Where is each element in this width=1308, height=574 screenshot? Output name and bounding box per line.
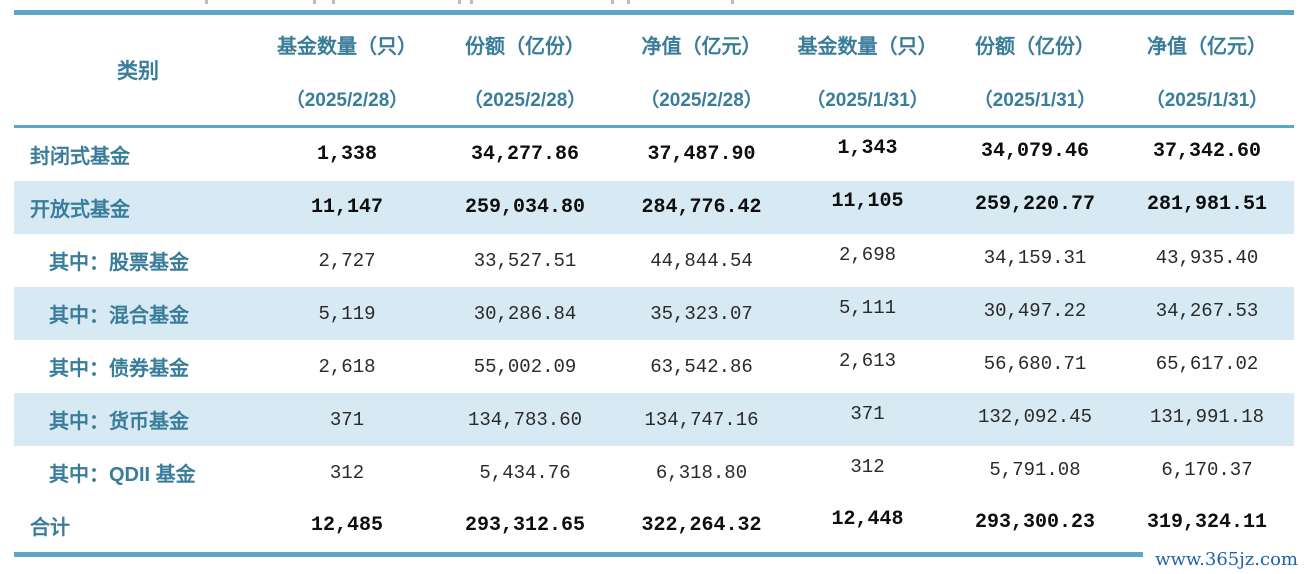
- value-cell: 33,527.51: [473, 249, 577, 272]
- value-cell: 34,277.86: [470, 143, 580, 166]
- value-cell: 2,698: [838, 243, 896, 266]
- value-cell: 11,105: [831, 190, 904, 213]
- column-date: （2025/1/31）: [973, 90, 1097, 111]
- value-cell: 65,617.02: [1155, 352, 1259, 375]
- value-cell: 34,159.31: [983, 246, 1087, 269]
- row-label: 合计: [30, 517, 70, 539]
- cropped-text-remnant: [205, 0, 208, 4]
- column-header-fund-count-jan: 基金数量（只） （2025/1/31）: [785, 15, 950, 125]
- table-row-money-market-funds: 其中：货币基金 371 134,783.60 134,747.16 371 13…: [14, 393, 1294, 446]
- value-cell: 2,613: [838, 349, 896, 372]
- value-cell: 37,487.90: [647, 143, 756, 166]
- value-cell: 44,844.54: [650, 249, 753, 272]
- table-row-hybrid-funds: 其中：混合基金 5,119 30,286.84 35,323.07 5,111 …: [14, 287, 1294, 340]
- cropped-text-remnant: [611, 0, 614, 4]
- value-cell: 2,727: [318, 249, 376, 272]
- cropped-text-remnant: [332, 0, 335, 4]
- value-cell: 34,267.53: [1155, 299, 1259, 322]
- column-header-shares-jan: 份额（亿份） （2025/1/31）: [950, 15, 1120, 125]
- value-cell: 132,092.45: [977, 405, 1093, 428]
- value-cell: 293,312.65: [464, 514, 586, 537]
- value-cell: 371: [329, 408, 365, 431]
- column-date: （2025/1/31）: [806, 90, 929, 111]
- value-cell: 5,434.76: [479, 461, 571, 484]
- table-bottom-border: [14, 552, 1294, 557]
- value-cell: 43,935.40: [1155, 246, 1259, 269]
- column-header-nav-feb: 净值（亿元） （2025/2/28）: [618, 15, 785, 125]
- column-date: （2025/2/28）: [285, 90, 409, 111]
- cropped-text-remnant: [470, 0, 473, 4]
- value-cell: 5,791.08: [989, 458, 1081, 481]
- value-cell: 6,318.80: [655, 461, 748, 484]
- column-title: 基金数量（只）: [797, 36, 938, 58]
- value-cell: 319,324.11: [1146, 511, 1268, 534]
- cropped-text-remnant: [458, 0, 461, 4]
- value-cell: 12,448: [831, 508, 904, 531]
- row-label: 其中：QDII 基金: [49, 464, 196, 486]
- value-cell: 30,286.84: [473, 302, 577, 325]
- value-cell: 30,497.22: [983, 299, 1087, 322]
- column-title: 份额（亿份）: [975, 36, 1095, 58]
- column-header-shares-feb: 份额（亿份） （2025/2/28）: [432, 15, 618, 125]
- value-cell: 35,323.07: [650, 302, 753, 325]
- table-row-qdii-funds: 其中：QDII 基金 312 5,434.76 6,318.80 312 5,7…: [14, 446, 1294, 499]
- value-cell: 371: [850, 402, 885, 425]
- value-cell: 55,002.09: [473, 355, 577, 378]
- row-label: 其中：股票基金: [49, 252, 189, 274]
- value-cell: 1,338: [316, 143, 377, 166]
- watermark-url: www.365jz.com: [1143, 548, 1300, 571]
- value-cell: 312: [329, 461, 365, 484]
- column-title: 份额（亿份）: [465, 36, 585, 58]
- column-header-nav-jan: 净值（亿元） （2025/1/31）: [1120, 15, 1294, 125]
- value-cell: 6,170.37: [1161, 458, 1253, 481]
- value-cell: 56,680.71: [983, 352, 1087, 375]
- value-cell: 284,776.42: [641, 196, 762, 219]
- row-label: 开放式基金: [30, 199, 130, 221]
- table-row-equity-funds: 其中：股票基金 2,727 33,527.51 44,844.54 2,698 …: [14, 234, 1294, 287]
- column-title: 净值（亿元）: [1147, 36, 1267, 58]
- value-cell: 1,343: [837, 137, 898, 160]
- value-cell: 2,618: [318, 355, 376, 378]
- column-date: （2025/2/28）: [463, 90, 587, 111]
- value-cell: 322,264.32: [641, 514, 762, 537]
- fund-statistics-table: 类别 基金数量（只） （2025/2/28） 份额（亿份） （2025/2/28…: [14, 10, 1294, 557]
- category-column-header: 类别: [117, 60, 159, 83]
- table-row-total: 合计 12,485 293,312.65 322,264.32 12,448 2…: [14, 499, 1294, 552]
- value-cell: 12,485: [310, 514, 383, 537]
- value-cell: 34,079.46: [980, 140, 1090, 163]
- table-header-row: 类别 基金数量（只） （2025/2/28） 份额（亿份） （2025/2/28…: [14, 15, 1294, 128]
- value-cell: 134,783.60: [467, 408, 583, 431]
- table-row-open-end-funds: 开放式基金 11,147 259,034.80 284,776.42 11,10…: [14, 181, 1294, 234]
- value-cell: 5,119: [318, 302, 376, 325]
- column-header-fund-count-feb: 基金数量（只） （2025/2/28）: [262, 15, 432, 125]
- table-row-bond-funds: 其中：债券基金 2,618 55,002.09 63,542.86 2,613 …: [14, 340, 1294, 393]
- row-label: 其中：货币基金: [49, 411, 189, 433]
- value-cell: 11,147: [310, 196, 383, 219]
- value-cell: 293,300.23: [974, 511, 1096, 534]
- row-label: 其中：债券基金: [49, 358, 189, 380]
- value-cell: 134,747.16: [644, 408, 759, 431]
- column-title: 基金数量（只）: [277, 36, 417, 58]
- row-label: 其中：混合基金: [49, 305, 189, 327]
- cropped-text-remnant: [731, 0, 734, 4]
- column-date: （2025/2/28）: [640, 90, 763, 111]
- column-date: （2025/1/31）: [1145, 90, 1269, 111]
- cropped-text-remnant: [627, 0, 630, 4]
- row-label: 封闭式基金: [30, 146, 130, 168]
- value-cell: 281,981.51: [1146, 193, 1268, 216]
- table-row-closed-end-funds: 封闭式基金 1,338 34,277.86 37,487.90 1,343 34…: [14, 128, 1294, 181]
- value-cell: 63,542.86: [650, 355, 753, 378]
- value-cell: 312: [850, 455, 885, 478]
- value-cell: 5,111: [838, 296, 896, 319]
- value-cell: 259,034.80: [464, 196, 586, 219]
- cropped-text-remnant: [313, 0, 316, 4]
- value-cell: 259,220.77: [974, 193, 1096, 216]
- column-title: 净值（亿元）: [641, 36, 762, 58]
- value-cell: 131,991.18: [1149, 405, 1265, 428]
- value-cell: 37,342.60: [1152, 140, 1262, 163]
